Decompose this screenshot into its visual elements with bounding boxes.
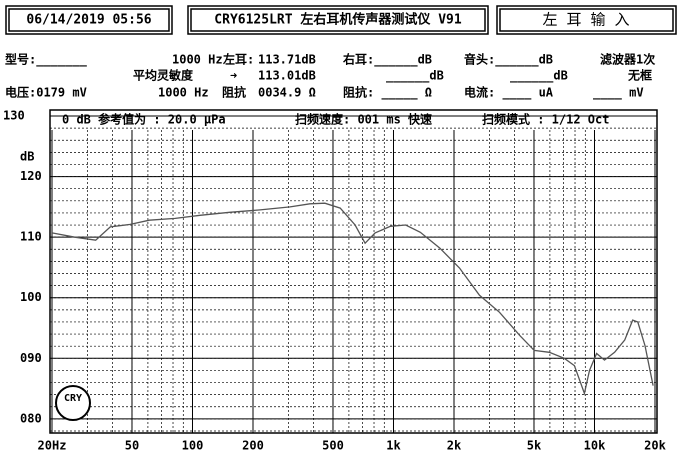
y-tick-label: 110 [20,230,42,244]
info: 型号:_______ [5,52,88,68]
x-tick-label: 200 [242,439,264,453]
x-tick-label: 10k [584,439,606,453]
logo: CRY [55,385,91,421]
info: 电流: ____ uA [464,85,554,101]
y-tick-label: 130 [3,109,25,123]
datetime-box-inner [8,8,170,32]
info: 阻抗 [222,85,246,100]
info: ______dB [386,69,444,84]
info: 1000 Hz [172,53,223,67]
y-tick-label: 120 [20,169,42,183]
info: 音头:______dB [464,52,553,68]
x-tick-label: 500 [322,439,344,453]
datetime: 06/14/2019 05:56 [26,13,151,28]
model-box-inner [190,8,486,32]
info: ➜ [230,69,237,83]
y-tick-label: 090 [20,351,42,365]
x-tick-label: 50 [125,439,139,453]
x-tick-label: 100 [182,439,204,453]
info: 无框 [627,68,652,83]
x-tick-label: 1k [386,439,401,453]
x-tick-label: 2k [447,439,462,453]
info: 113.71dB [258,53,316,67]
info: 滤波器1次 [600,52,655,67]
model: CRY6125LRT 左右耳机传声器测试仪 V91 [214,12,462,28]
x-tick-label: 5k [527,439,542,453]
annotation: 扫频速度: 001 ms 快速 [295,112,432,127]
y-tick-label: 100 [20,290,42,304]
info: 电压:0179 mV [5,85,87,100]
info: 0034.9 Ω [258,86,316,100]
info: 113.01dB [258,69,316,83]
y-tick-label: 080 [20,411,42,425]
logo-text: CRY [64,393,82,404]
plot-frame [49,109,658,434]
info: 右耳:______dB [342,52,432,68]
info: ______dB [510,69,568,84]
y-axis-label: dB [20,150,34,164]
info: 1000 Hz [158,86,209,100]
datetime-box [5,5,173,35]
model-box [187,5,489,35]
info: 左耳: [222,52,254,67]
info: 平均灵敏度 [133,68,194,83]
channel-box-inner [499,8,674,32]
info: 阻抗: _____ Ω [343,85,432,101]
channel-box [496,5,677,35]
channel: 左 耳 输 入 [542,11,629,29]
logo-ring [55,385,91,421]
annotation: 0 dB 参考值为 : 20.0 μPa [62,112,226,127]
x-tick-label: 20Hz [38,439,67,453]
info: ____ mV [593,86,644,101]
annotation: 扫频模式 : 1/12 Oct [482,112,609,127]
grid [50,115,657,433]
x-tick-label: 20k [644,439,666,453]
response-curve [51,202,654,396]
